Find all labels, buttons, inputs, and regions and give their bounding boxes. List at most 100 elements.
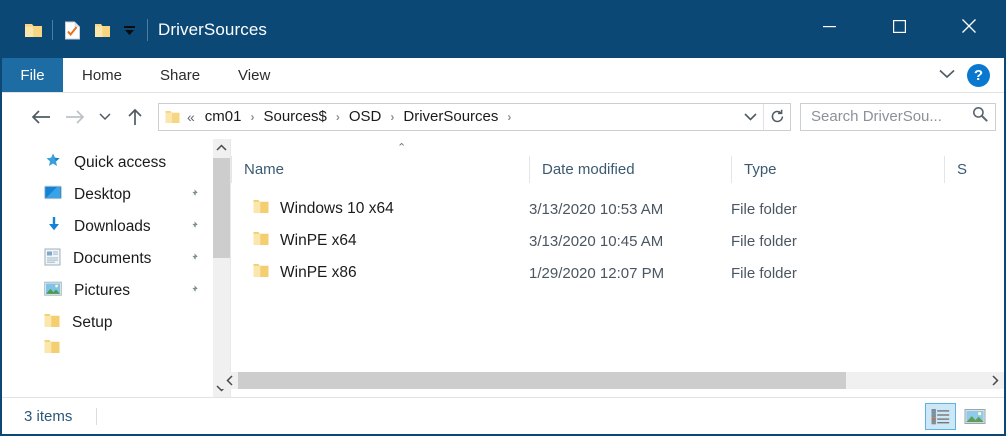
close-button[interactable]	[934, 2, 1004, 50]
forward-button[interactable]	[58, 100, 92, 134]
pin-icon[interactable]	[185, 252, 199, 271]
tab-home[interactable]: Home	[63, 58, 141, 92]
column-header-date-modified[interactable]: Date modified	[529, 156, 731, 183]
sidebar-item-pictures[interactable]: Pictures	[2, 275, 213, 307]
file-date-cell: 3/13/2020 10:53 AM	[529, 200, 664, 218]
scroll-left-button[interactable]	[221, 372, 238, 389]
breadcrumb-arrow-3[interactable]: ›	[507, 109, 512, 124]
explorer-body: Quick access Desktop	[2, 139, 1004, 397]
pin-icon[interactable]	[185, 220, 199, 239]
breadcrumb-item-0[interactable]: cm01	[204, 108, 242, 125]
scrollbar-track[interactable]	[213, 156, 231, 380]
file-list-horizontal-scrollbar[interactable]	[221, 372, 1004, 389]
breadcrumb-item-1[interactable]: Sources$	[263, 108, 327, 125]
title-bar: DriverSources	[2, 2, 1004, 58]
sidebar-item-documents[interactable]: Documents	[2, 243, 213, 275]
document-icon	[44, 248, 61, 271]
toolbar-separator	[52, 20, 53, 40]
details-view-button[interactable]	[925, 402, 956, 430]
folder-icon	[44, 313, 60, 333]
tab-view[interactable]: View	[219, 58, 289, 92]
status-separator	[96, 407, 98, 425]
chevron-down-icon[interactable]	[117, 13, 141, 47]
sidebar-item-partial[interactable]	[2, 339, 213, 353]
quick-access-toolbar: DriverSources	[2, 2, 267, 58]
tab-view-label: View	[238, 66, 271, 84]
address-bar: « cm01 › Sources$ › OSD › DriverSources …	[2, 94, 1004, 139]
sidebar-item-label: Documents	[73, 250, 152, 267]
breadcrumb-item-3[interactable]: DriverSources	[403, 108, 499, 125]
pane-splitter[interactable]	[230, 139, 231, 397]
folder-icon	[253, 199, 269, 219]
column-header-type[interactable]: Type	[731, 156, 944, 183]
pin-icon[interactable]	[185, 188, 199, 207]
folder-icon	[253, 231, 269, 251]
search-input[interactable]: Search DriverSou...	[800, 102, 996, 131]
sidebar-item-label: Desktop	[74, 186, 131, 203]
window-controls	[794, 2, 1004, 50]
title-separator	[147, 19, 148, 41]
breadcrumb[interactable]: « cm01 › Sources$ › OSD › DriverSources …	[158, 102, 791, 131]
back-button[interactable]	[24, 100, 58, 134]
minimize-button[interactable]	[794, 2, 864, 50]
file-type-cell: File folder	[731, 264, 797, 282]
column-header-name[interactable]: Name	[231, 156, 529, 183]
pin-icon[interactable]	[185, 284, 199, 303]
file-name-label: WinPE x64	[280, 232, 357, 249]
scrollbar-track[interactable]	[238, 372, 987, 389]
table-row[interactable]: WinPE x86 1/29/2020 12:07 PM File folder	[231, 257, 1004, 289]
scroll-up-button[interactable]	[213, 139, 230, 156]
address-dropdown-chevron-down-icon[interactable]	[737, 104, 763, 130]
sidebar-item-downloads[interactable]: Downloads	[2, 211, 213, 243]
sidebar-item-quick-access[interactable]: Quick access	[2, 147, 213, 179]
tab-file[interactable]: File	[2, 58, 63, 92]
up-button[interactable]	[118, 100, 152, 134]
folder-icon	[253, 263, 269, 283]
maximize-button[interactable]	[864, 2, 934, 50]
sidebar-item-label: Quick access	[74, 154, 167, 171]
recent-locations-chevron-down-icon[interactable]	[92, 100, 118, 134]
navigation-scrollbar[interactable]	[213, 139, 231, 397]
navigation-pane: Quick access Desktop	[2, 139, 214, 397]
expand-ribbon-chevron-down-icon[interactable]	[939, 66, 955, 84]
tab-share[interactable]: Share	[141, 58, 219, 92]
scrollbar-thumb[interactable]	[238, 372, 846, 389]
status-bar: 3 items	[2, 397, 1004, 434]
refresh-button[interactable]	[763, 103, 790, 130]
sidebar-item-desktop[interactable]: Desktop	[2, 179, 213, 211]
file-name-cell: WinPE x86	[231, 263, 529, 283]
table-row[interactable]: WinPE x64 3/13/2020 10:45 AM File folder	[231, 225, 1004, 257]
file-name-cell: WinPE x64	[231, 231, 529, 251]
ribbon-right-controls: ?	[939, 58, 1004, 92]
breadcrumb-arrow-1[interactable]: ›	[335, 109, 340, 124]
column-header-label: S	[957, 161, 968, 178]
column-header-label: Date modified	[542, 161, 635, 178]
download-arrow-icon	[44, 216, 62, 238]
file-rows: Windows 10 x64 3/13/2020 10:53 AM File f…	[231, 183, 1004, 397]
folder-icon[interactable]	[18, 13, 48, 47]
new-folder-icon[interactable]	[87, 13, 117, 47]
search-icon[interactable]	[972, 106, 988, 127]
scroll-right-button[interactable]	[987, 372, 1004, 389]
sidebar-item-setup[interactable]: Setup	[2, 307, 213, 339]
table-row[interactable]: Windows 10 x64 3/13/2020 10:53 AM File f…	[231, 193, 1004, 225]
breadcrumb-item-2[interactable]: OSD	[348, 108, 382, 125]
window-title: DriverSources	[158, 20, 267, 39]
column-header-size[interactable]: S	[944, 156, 1004, 183]
desktop-icon	[44, 185, 62, 206]
help-button[interactable]: ?	[967, 63, 990, 87]
breadcrumb-folder-icon	[165, 110, 180, 124]
breadcrumb-arrow-0[interactable]: ›	[250, 109, 255, 124]
sidebar-item-label: Setup	[72, 314, 113, 331]
breadcrumb-arrow-2[interactable]: ›	[390, 109, 395, 124]
sidebar-item-label: Pictures	[74, 282, 130, 299]
file-name-label: WinPE x86	[280, 264, 357, 281]
breadcrumb-overflow[interactable]: «	[187, 108, 195, 125]
file-list-pane: ⌃ Name Date modified Type S	[231, 139, 1004, 397]
scrollbar-thumb[interactable]	[213, 158, 231, 258]
large-icons-view-button[interactable]	[959, 403, 990, 430]
column-headers: ⌃ Name Date modified Type S	[231, 139, 1004, 183]
properties-icon[interactable]	[57, 13, 87, 47]
file-date-cell: 1/29/2020 12:07 PM	[529, 264, 665, 282]
